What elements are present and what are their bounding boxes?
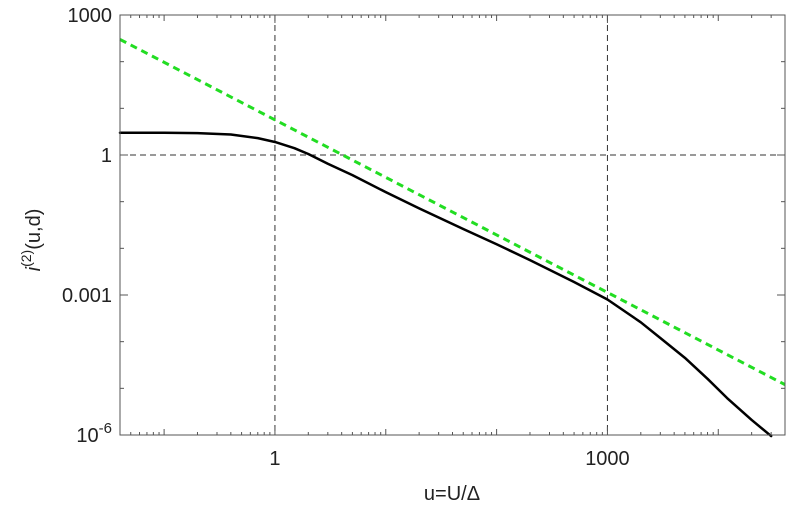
y-axis-label-superscript: (2)	[18, 250, 34, 267]
y-axis-label-base: i	[23, 266, 45, 271]
series-line-0-solid	[118, 131, 773, 438]
svg-text:i(2)(u,d): i(2)(u,d)	[18, 209, 45, 272]
y-tick-label-3: 10-6	[76, 420, 112, 447]
x-axis: 1 1000	[119, 15, 786, 470]
y-tick-label-2: 0.001	[62, 285, 112, 307]
series-line-1-dashed	[119, 38, 786, 386]
y-axis: 1000 1 0.001 10-6	[62, 5, 785, 447]
x-tick-label-0: 1	[269, 448, 280, 470]
x-axis-label: u=U/Δ	[424, 483, 480, 505]
x-tick-label-1: 1000	[585, 448, 630, 470]
y-axis-label: i(2)(u,d)	[18, 209, 45, 272]
y-tick-label-0: 1000	[68, 5, 113, 27]
y-axis-label-rest: (u,d)	[23, 209, 45, 250]
series-layer	[118, 38, 786, 438]
y-tick-label-1: 1	[101, 145, 112, 167]
